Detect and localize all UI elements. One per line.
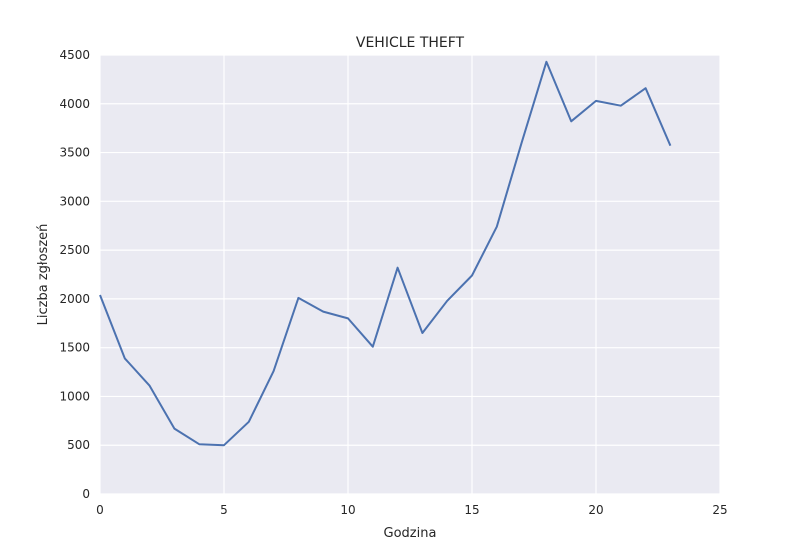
data-point	[420, 331, 424, 335]
x-tick-label: 0	[96, 503, 104, 517]
data-point	[668, 144, 672, 148]
grid-lines	[99, 54, 721, 495]
data-point	[470, 273, 474, 277]
y-tick-label: 1000	[59, 389, 90, 403]
series-line	[99, 60, 672, 447]
data-point	[569, 119, 573, 123]
x-tick-label: 20	[588, 503, 603, 517]
data-point	[222, 443, 226, 447]
data-point	[247, 420, 251, 424]
y-axis-title: Liczba zgłoszeń	[36, 224, 51, 326]
data-point	[321, 310, 325, 314]
chart-title: VEHICLE THEFT	[356, 35, 465, 51]
plot-area	[100, 55, 720, 494]
x-tick-label: 25	[712, 503, 727, 517]
data-point	[495, 225, 499, 229]
data-point	[371, 345, 375, 349]
data-point	[98, 293, 102, 297]
data-point	[172, 427, 176, 431]
data-point	[296, 296, 300, 300]
data-point	[148, 384, 152, 388]
y-tick-label: 500	[67, 438, 90, 452]
data-point	[272, 369, 276, 373]
data-point	[544, 60, 548, 64]
x-tick-label: 10	[340, 503, 355, 517]
data-point	[445, 299, 449, 303]
x-axis-title: Godzina	[384, 526, 437, 541]
x-tick-label: 15	[464, 503, 479, 517]
y-axis-ticks: 0 500 1000 1500 2000 2500 3000 3500 4000 4500	[59, 48, 90, 501]
y-tick-label: 3000	[59, 194, 90, 208]
y-tick-label: 0	[82, 487, 90, 501]
y-tick-label: 4500	[59, 48, 90, 62]
data-point	[619, 104, 623, 108]
y-tick-label: 2000	[59, 292, 90, 306]
data-point	[123, 356, 127, 360]
x-axis-ticks: 0 5 10 15 20 25	[96, 503, 727, 517]
series-group	[98, 60, 672, 447]
data-point	[644, 86, 648, 90]
y-tick-label: 1500	[59, 341, 90, 355]
data-point	[346, 316, 350, 320]
data-point	[520, 141, 524, 145]
x-tick-label: 5	[220, 503, 228, 517]
y-tick-label: 2500	[59, 243, 90, 257]
y-tick-label: 3500	[59, 146, 90, 160]
y-tick-label: 4000	[59, 97, 90, 111]
data-point	[197, 442, 201, 446]
data-point	[396, 266, 400, 270]
data-point	[594, 99, 598, 103]
